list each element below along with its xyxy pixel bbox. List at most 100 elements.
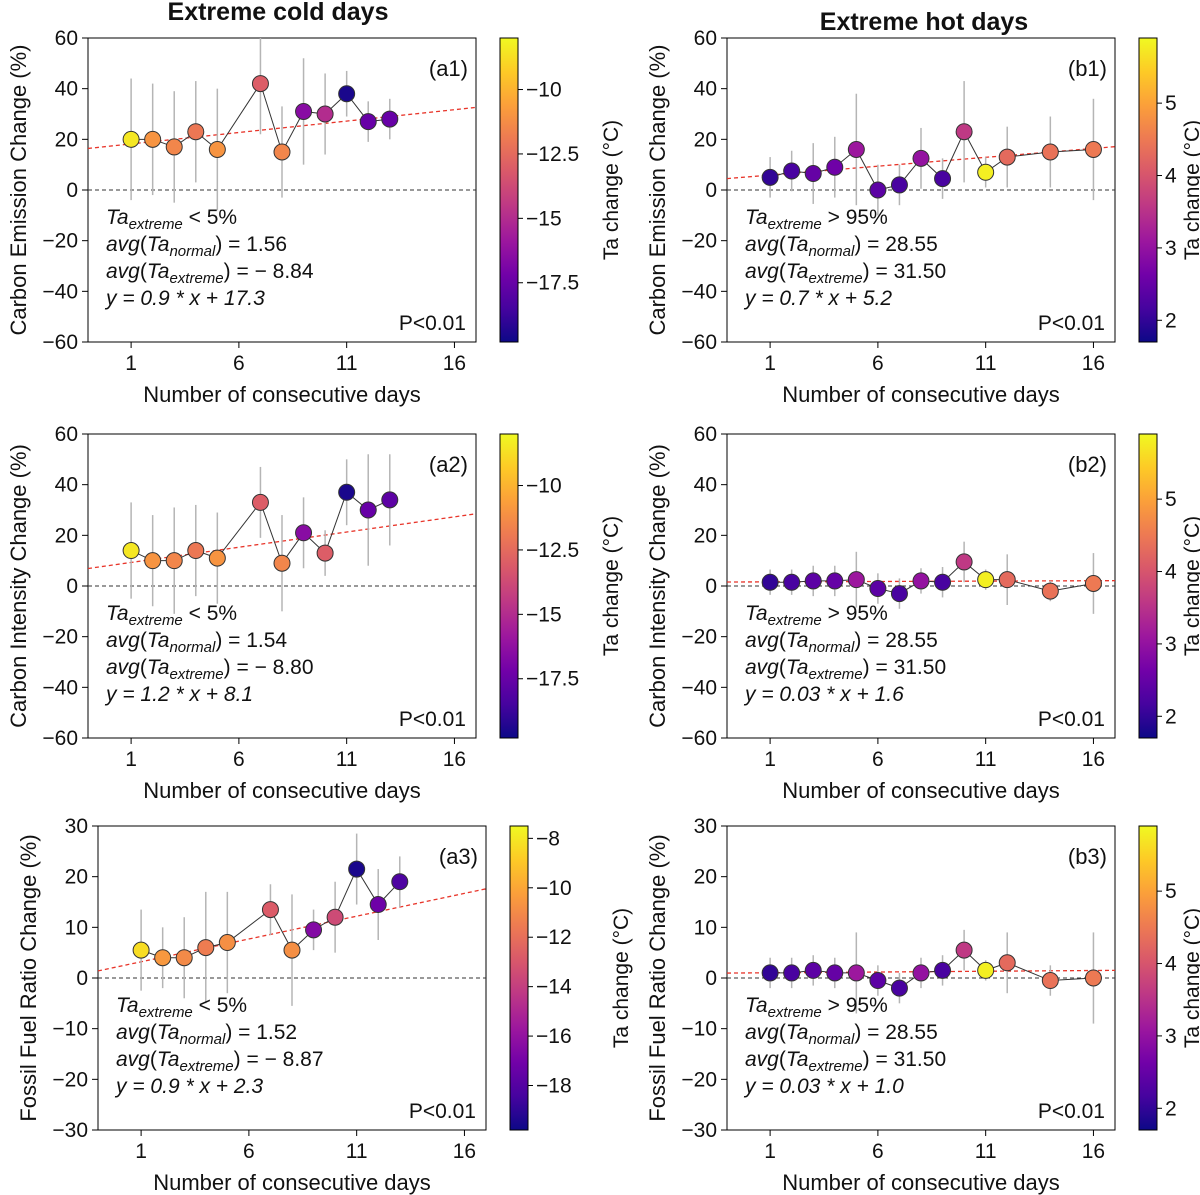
x-axis-label: Number of consecutive days (143, 382, 421, 407)
y-tick-label: 60 (694, 27, 717, 50)
colorbar-tick-label: −14 (536, 976, 572, 999)
y-tick-label: −30 (681, 1119, 717, 1142)
annotation-pvalue: P<0.01 (1038, 1100, 1105, 1123)
data-point (869, 181, 887, 199)
x-axis-label: Number of consecutive days (153, 1170, 431, 1195)
y-tick-label: 0 (705, 575, 717, 598)
annotation-pvalue: P<0.01 (399, 312, 466, 335)
annotation-avg-extreme: avg(Taextreme) = 31.50 (745, 260, 946, 287)
x-axis-label: Number of consecutive days (143, 778, 421, 803)
data-point (890, 585, 908, 603)
data-point (1084, 969, 1102, 987)
panel-label: (a2) (429, 452, 468, 477)
colorbar-tick-label: −15 (526, 207, 562, 230)
data-point (761, 964, 779, 982)
y-axis-label: Carbon Intensity Change (%) (6, 444, 31, 728)
data-point (783, 964, 801, 982)
data-point (1041, 972, 1059, 990)
colorbar-tick-label: 2 (1165, 309, 1177, 332)
data-point (998, 148, 1016, 166)
annotation-pvalue: P<0.01 (1038, 708, 1105, 731)
annotation-pvalue: P<0.01 (1038, 312, 1105, 335)
data-point (369, 896, 387, 914)
y-tick-label: −20 (42, 230, 78, 253)
plot-area (727, 81, 1115, 216)
annotation-condition: Taextreme < 5% (116, 994, 247, 1021)
column-title-hot: Extreme hot days (820, 8, 1028, 36)
x-tick-label: 6 (233, 748, 245, 771)
annotation-fit-equation: y = 0.9 * x + 2.3 (114, 1075, 263, 1098)
annotation-fit-equation: y = 1.2 * x + 8.1 (104, 683, 253, 706)
data-point (869, 972, 887, 990)
annotation-avg-normal: avg(Tanormal) = 1.56 (106, 233, 287, 260)
y-tick-label: 0 (705, 179, 717, 202)
colorbar-gradient (1138, 433, 1158, 739)
plot-area (88, 454, 476, 614)
x-tick-label: 11 (975, 1140, 997, 1163)
data-point (348, 860, 366, 878)
colorbar-tick-label: −17.5 (526, 668, 579, 691)
data-point (761, 168, 779, 186)
data-point (934, 170, 952, 188)
colorbar-tick-label: 5 (1165, 92, 1177, 115)
annotation-avg-extreme: avg(Taextreme) = − 8.84 (106, 260, 314, 287)
y-tick-label: 30 (694, 815, 717, 838)
y-tick-label: 0 (66, 575, 78, 598)
colorbar-tick-label: 3 (1165, 1025, 1177, 1048)
colorbar-tick-label: −10 (526, 475, 562, 498)
y-tick-label: −40 (681, 676, 717, 699)
colorbar-label: Ta change (°C) (610, 908, 633, 1048)
data-point (890, 979, 908, 997)
x-tick-label: 1 (764, 352, 776, 375)
data-point (391, 873, 409, 891)
colorbar-gradient (499, 37, 519, 343)
data-point (359, 501, 377, 519)
data-point (359, 113, 377, 131)
annotation-condition: Taextreme > 95% (745, 206, 888, 233)
y-tick-label: 40 (694, 474, 717, 497)
annotation-avg-normal: avg(Tanormal) = 1.52 (116, 1021, 297, 1048)
data-point (804, 961, 822, 979)
colorbar-tick-label: −12 (536, 926, 572, 949)
annotation-condition: Taextreme < 5% (106, 206, 237, 233)
data-point (826, 572, 844, 590)
y-tick-label: 30 (65, 815, 88, 838)
y-tick-label: −40 (681, 280, 717, 303)
annotation-condition: Taextreme > 95% (745, 994, 888, 1021)
colorbar-label: Ta change (°C) (1181, 516, 1200, 656)
annotation-avg-extreme: avg(Taextreme) = 31.50 (745, 656, 946, 683)
annotation-avg-extreme: avg(Taextreme) = − 8.80 (106, 656, 314, 683)
data-point (890, 176, 908, 194)
x-tick-label: 11 (336, 748, 358, 771)
data-point (869, 580, 887, 598)
y-tick-label: −20 (42, 626, 78, 649)
data-point (316, 544, 334, 562)
x-tick-label: 1 (135, 1140, 147, 1163)
data-point (144, 130, 162, 148)
x-tick-label: 11 (346, 1140, 368, 1163)
annotation-avg-normal: avg(Tanormal) = 1.54 (106, 629, 287, 656)
x-tick-label: 11 (336, 352, 358, 375)
y-tick-label: 20 (55, 524, 78, 547)
data-point (338, 483, 356, 501)
x-tick-label: 1 (764, 1140, 776, 1163)
data-point (1041, 143, 1059, 161)
x-tick-label: 16 (1082, 1140, 1105, 1163)
data-point (934, 961, 952, 979)
colorbar-tick-label: 2 (1165, 705, 1177, 728)
data-point (847, 964, 865, 982)
data-point (977, 961, 995, 979)
y-tick-label: 0 (76, 967, 88, 990)
annotation-condition: Taextreme < 5% (106, 602, 237, 629)
y-axis-label: Fossil Fuel Ratio Change (%) (16, 834, 41, 1121)
data-point (261, 901, 279, 919)
data-point (132, 941, 150, 959)
column-title-cold: Extreme cold days (168, 0, 389, 26)
data-point (273, 143, 291, 161)
colorbar: 2 3 4 5Ta change (°C) (1138, 37, 1200, 343)
data-point (165, 138, 183, 156)
data-point (912, 149, 930, 167)
colorbar-gradient (1138, 37, 1158, 343)
